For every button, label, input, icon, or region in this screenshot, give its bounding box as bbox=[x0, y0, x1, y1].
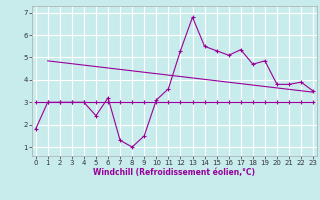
X-axis label: Windchill (Refroidissement éolien,°C): Windchill (Refroidissement éolien,°C) bbox=[93, 168, 255, 177]
